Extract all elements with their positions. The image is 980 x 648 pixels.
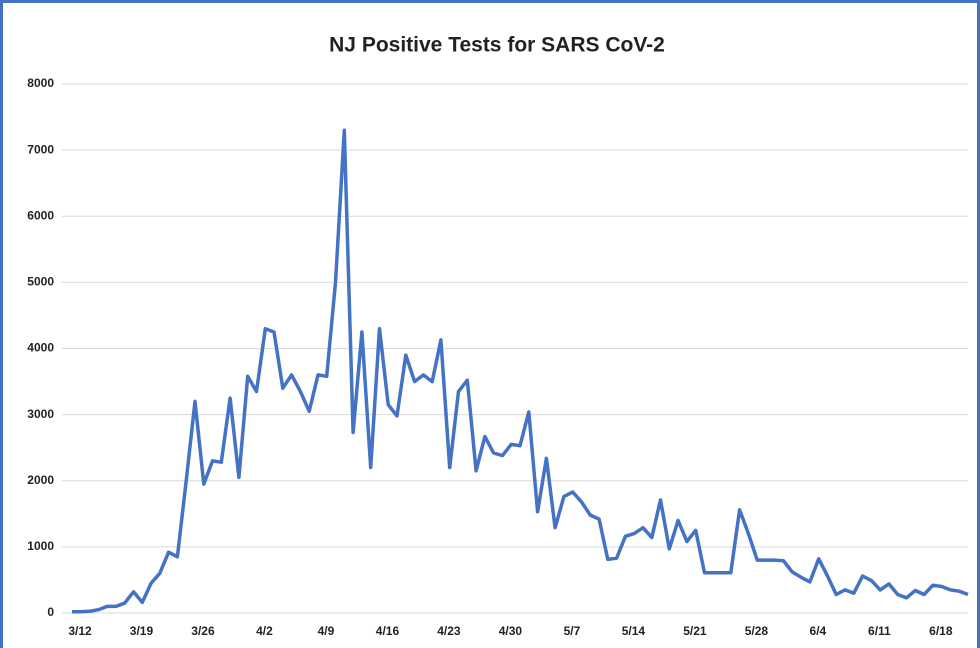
x-tick-label: 4/9 — [318, 624, 335, 638]
y-tick-label: 6000 — [27, 208, 54, 222]
x-tick-label: 6/4 — [810, 624, 827, 638]
x-tick-label: 3/26 — [191, 624, 215, 638]
y-tick-label: 8000 — [27, 76, 54, 90]
y-tick-label: 4000 — [27, 341, 54, 355]
y-tick-label: 5000 — [27, 275, 54, 289]
x-tick-label: 3/12 — [68, 624, 92, 638]
y-tick-label: 3000 — [27, 407, 54, 421]
x-tick-label: 5/7 — [564, 624, 581, 638]
x-tick-label: 3/19 — [130, 624, 154, 638]
y-tick-label: 1000 — [27, 539, 54, 553]
x-tick-label: 4/2 — [256, 624, 273, 638]
x-tick-label: 4/23 — [437, 624, 461, 638]
x-tick-label: 4/16 — [376, 624, 400, 638]
x-tick-label: 5/14 — [622, 624, 646, 638]
x-tick-label: 6/11 — [868, 624, 891, 638]
line-series — [72, 128, 969, 614]
x-tick-label: 5/21 — [683, 624, 707, 638]
x-tick-label: 4/30 — [499, 624, 523, 638]
chart-title: NJ Positive Tests for SARS CoV-2 — [329, 34, 665, 57]
x-tick-label: 5/28 — [745, 624, 769, 638]
y-tick-label: 0 — [47, 605, 54, 619]
y-tick-label: 2000 — [27, 473, 54, 487]
x-tick-label: 6/18 — [929, 624, 953, 638]
y-tick-label: 7000 — [27, 142, 54, 156]
